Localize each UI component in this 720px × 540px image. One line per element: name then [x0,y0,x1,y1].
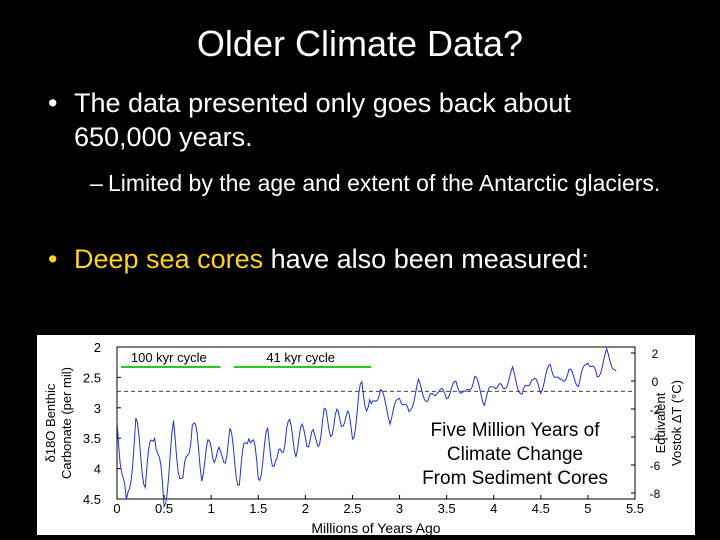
climate-series-line [116,347,617,509]
y-right-tick-label: 0 [652,375,659,389]
y-right-axis-label: Vostok ΔT (°C) [669,380,684,466]
x-tick-label: 5.5 [626,501,644,516]
x-tick-label: 1 [208,501,215,516]
x-tick-label: 0 [113,501,120,516]
x-tick-label: 2 [302,501,309,516]
chart-title-line: Climate Change [447,444,583,465]
cycle-annotation-label: 100 kyr cycle [131,350,207,365]
bullet-marker: • [48,88,58,118]
chart-title-line: From Sediment Cores [422,468,608,489]
y-left-tick-label: 2 [94,340,101,355]
x-tick-label: 0.5 [155,501,173,516]
chart-svg: 0 0.5 1 1.5 2 2.5 3 3.5 4 4.5 5 5.5 2 2.5 3 3.5 4 4.5 2 0 -2… [43,340,684,535]
chart-title-line: Five Million Years of [431,420,601,441]
bullet-marker: • [48,244,58,274]
y-right-tick-label: -8 [650,487,661,501]
y-left-tick-label: 4.5 [83,492,101,507]
sediment-core-chart: 0 0.5 1 1.5 2 2.5 3 3.5 4 4.5 5 5.5 2 2.5 3 3.5 4 4.5 2 0 -2… [37,335,695,535]
y-left-axis-label: Carbonate (per mil) [59,367,74,479]
bullet-2-highlight: Deep sea cores [74,244,264,274]
y-left-axis-label: δ18O Benthic [43,383,58,462]
x-tick-label: 5 [584,501,591,516]
y-left-tick-label: 3.5 [83,431,101,446]
x-tick-label: 1.5 [249,501,267,516]
y-left-tick-label: 4 [94,462,101,477]
cycle-annotation-label: 41 kyr cycle [266,350,335,365]
slide-title: Older Climate Data? [196,23,524,64]
x-tick-label: 4.5 [532,501,550,516]
y-left-tick-label: 2.5 [83,370,101,385]
bullet-2-rest: have also been measured: [263,244,589,274]
y-right-tick-label: -6 [650,459,661,473]
sub-bullet-marker: – [90,170,103,196]
x-axis-label: Millions of Years Ago [311,520,440,535]
y-left-tick-label: 3 [94,401,101,416]
x-tick-label: 2.5 [343,501,361,516]
bullet-1-text: The data presented only goes back about … [74,88,571,152]
bullet-2-text: Deep sea cores have also been measured: [74,242,589,276]
x-tick-label: 3 [396,501,403,516]
x-tick-label: 3.5 [438,501,456,516]
y-right-tick-label: -2 [650,403,661,417]
y-right-axis-label: Equivalent [653,392,668,453]
y-right-tick-label: 2 [652,347,659,361]
x-tick-label: 4 [490,501,497,516]
y-right-tick-label: -4 [650,431,661,445]
sub-bullet-1-text: Limited by the age and extent of the Ant… [108,170,661,196]
